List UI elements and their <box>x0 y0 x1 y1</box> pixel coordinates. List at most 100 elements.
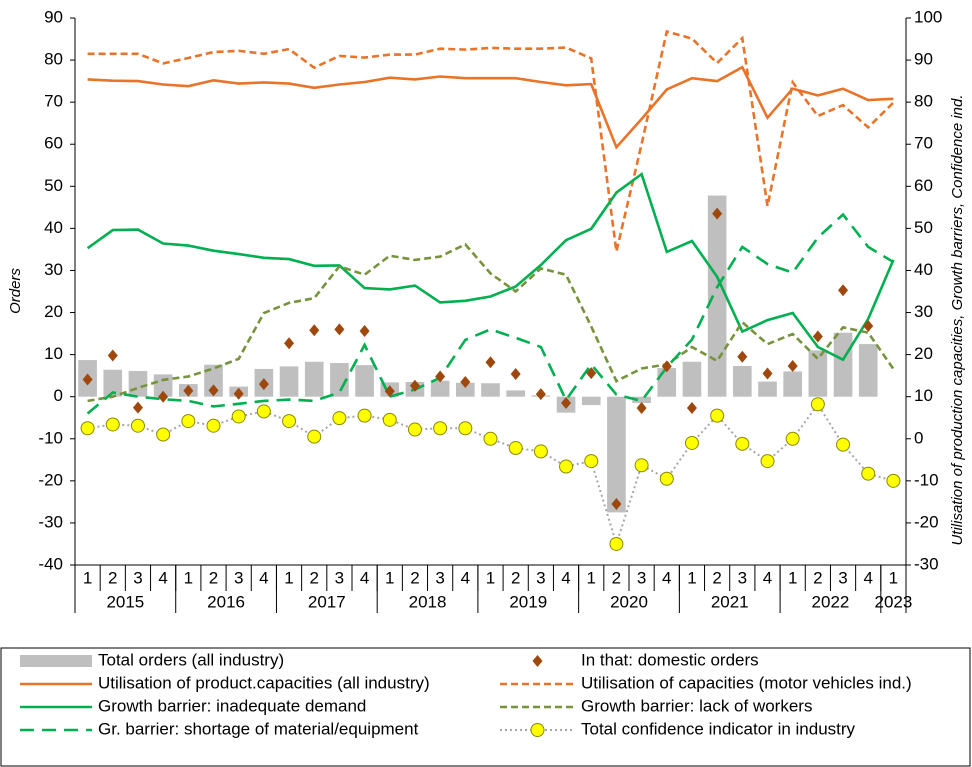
circle-marker <box>684 435 699 450</box>
circle-marker <box>156 427 171 442</box>
group-label: 2018 <box>409 592 447 611</box>
group-label: 2017 <box>308 592 346 611</box>
circle-marker <box>710 408 725 423</box>
series-line <box>87 65 894 150</box>
diamond-marker <box>636 402 647 415</box>
x-tick-label: 4 <box>561 568 570 587</box>
diamond-marker <box>359 325 370 338</box>
circle-marker <box>307 429 322 444</box>
group-label: 2023 <box>874 592 912 611</box>
x-tick-label: 2 <box>813 568 822 587</box>
x-tick-label: 2 <box>108 568 117 587</box>
y-tick-label: 10 <box>44 344 63 363</box>
diamond-marker <box>838 284 849 297</box>
bar <box>456 382 475 397</box>
x-tick-label: 2 <box>410 568 419 587</box>
x-tick-label: 1 <box>788 568 797 587</box>
x-tick-label: 4 <box>763 568 772 587</box>
y-tick-label: 60 <box>44 134 63 153</box>
bar <box>607 396 626 513</box>
y2-tick-label: -30 <box>914 554 939 573</box>
x-tick-label: 4 <box>360 568 369 587</box>
circle-marker <box>735 436 750 451</box>
diamond-marker <box>611 497 622 510</box>
legend-marker <box>530 723 545 737</box>
diamond-marker <box>158 390 169 403</box>
diamond-marker <box>309 324 320 337</box>
diamond-marker <box>561 397 572 410</box>
bar <box>103 369 123 397</box>
x-tick-label: 1 <box>184 568 193 587</box>
y-tick-label: 90 <box>44 7 63 26</box>
y-tick-label: 0 <box>54 386 63 405</box>
x-tick-label: 1 <box>284 568 293 587</box>
y2-tick-label: 90 <box>914 50 933 69</box>
x-tick-label: 2 <box>712 568 721 587</box>
x-tick-label: 1 <box>385 568 394 587</box>
diamond-marker <box>737 350 748 363</box>
bar <box>833 332 853 397</box>
circle-marker <box>382 412 397 427</box>
y2-tick-label: 40 <box>914 260 933 279</box>
y2-tick-label: 100 <box>914 7 942 26</box>
diamond-marker <box>586 367 597 380</box>
y2-tick-label: 10 <box>914 386 933 405</box>
circle-marker <box>609 536 624 551</box>
diamond-marker <box>535 388 546 401</box>
legend-label: In that: domestic orders <box>581 650 759 669</box>
y-tick-label: 50 <box>44 176 63 195</box>
diamond-marker <box>712 207 723 220</box>
circle-marker <box>231 409 246 424</box>
group-label: 2020 <box>610 592 648 611</box>
circle-marker <box>634 458 649 473</box>
x-tick-label: 3 <box>738 568 747 587</box>
x-tick-label: 3 <box>133 568 142 587</box>
circle-marker <box>533 444 548 459</box>
series-line <box>87 242 895 403</box>
legend-label: Utilisation of product.capacities (all i… <box>98 673 430 692</box>
y-axis-label: Orders <box>7 268 24 314</box>
diamond-marker <box>812 330 823 343</box>
x-tick-label: 4 <box>461 568 470 587</box>
y2-tick-label: -10 <box>914 470 939 489</box>
circle-marker <box>256 404 271 419</box>
circle-marker <box>861 466 876 481</box>
y2-tick-label: -20 <box>914 512 939 531</box>
bar <box>783 371 802 397</box>
circle-marker <box>760 454 775 469</box>
circle-marker <box>810 397 825 412</box>
bar <box>858 344 878 397</box>
x-tick-label: 3 <box>637 568 646 587</box>
x-tick-label: 2 <box>511 568 520 587</box>
bar <box>808 350 828 397</box>
x-tick-label: 3 <box>536 568 545 587</box>
bar <box>128 371 148 397</box>
series-line <box>87 402 894 548</box>
x-tick-label: 2 <box>309 568 318 587</box>
circle-marker <box>508 441 523 456</box>
diamond-marker <box>435 370 446 383</box>
y-tick-label: -10 <box>38 428 63 447</box>
diamond-marker <box>107 349 118 362</box>
bar <box>355 365 374 397</box>
x-tick-label: 1 <box>687 568 696 587</box>
diamond-marker <box>208 384 219 397</box>
circle-marker <box>357 408 372 423</box>
bar <box>632 396 651 404</box>
bar <box>204 364 223 397</box>
circle-marker <box>559 459 574 474</box>
legend-label: Total confidence indicator in industry <box>581 719 856 738</box>
legend-label: Growth barrier: lack of workers <box>581 696 812 715</box>
legend-label: Growth barrier: inadequate demand <box>98 696 366 715</box>
legend-label: Gr. barrier: shortage of material/equipm… <box>98 719 419 738</box>
y2-tick-label: 50 <box>914 218 933 237</box>
bar <box>430 380 450 397</box>
bar <box>682 361 702 397</box>
group-label: 2015 <box>106 592 144 611</box>
group-label: 2022 <box>812 592 850 611</box>
x-tick-label: 2 <box>209 568 218 587</box>
diamond-marker <box>460 375 471 388</box>
bar <box>733 365 752 397</box>
legend-box <box>0 647 971 767</box>
x-tick-label: 1 <box>889 568 898 587</box>
